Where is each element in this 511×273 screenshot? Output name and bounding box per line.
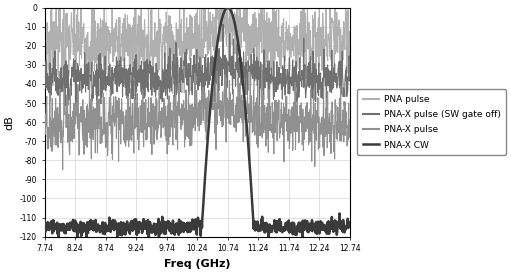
Line: PNA-X CW: PNA-X CW [44, 8, 350, 240]
PNA-X CW [286, 219, 292, 222]
PNA-X pulse [176, 114, 182, 118]
PNA pulse [347, 53, 353, 57]
PNA-X pulse (SW gate off) [165, 58, 171, 61]
X-axis label: Freq (GHz): Freq (GHz) [164, 259, 230, 269]
PNA-X pulse [280, 131, 286, 134]
PNA pulse [176, 23, 182, 26]
PNA pulse [286, 23, 292, 27]
PNA-X pulse (SW gate off) [286, 73, 292, 76]
PNA-X CW [41, 219, 48, 222]
PNA-X CW [176, 227, 182, 230]
PNA-X CW [347, 221, 353, 224]
PNA-X pulse (SW gate off) [280, 76, 286, 79]
PNA-X pulse [41, 122, 48, 125]
PNA pulse [165, 70, 171, 74]
PNA-X pulse [347, 118, 353, 121]
PNA pulse [280, 55, 286, 59]
PNA-X CW [252, 221, 258, 225]
PNA-X CW [146, 239, 152, 242]
PNA-X pulse [165, 119, 171, 122]
PNA-X pulse (SW gate off) [220, 23, 226, 26]
Legend: PNA pulse, PNA-X pulse (SW gate off), PNA-X pulse, PNA-X CW: PNA pulse, PNA-X pulse (SW gate off), PN… [358, 89, 506, 155]
PNA pulse [41, 8, 48, 11]
PNA-X pulse (SW gate off) [347, 79, 353, 82]
PNA-X pulse [251, 127, 258, 130]
PNA-X pulse [60, 168, 66, 171]
PNA pulse [159, 99, 165, 102]
PNA-X CW [225, 6, 231, 9]
PNA pulse [73, 33, 79, 36]
Y-axis label: dB: dB [4, 115, 14, 129]
PNA-X CW [73, 229, 79, 232]
PNA-X CW [280, 226, 286, 229]
PNA-X pulse (SW gate off) [73, 79, 79, 82]
PNA-X CW [165, 222, 171, 225]
PNA-X pulse (SW gate off) [252, 78, 258, 82]
Line: PNA-X pulse: PNA-X pulse [44, 64, 350, 170]
PNA-X pulse [286, 108, 292, 111]
PNA-X pulse (SW gate off) [176, 93, 182, 96]
PNA-X pulse [73, 111, 79, 114]
PNA-X pulse (SW gate off) [41, 67, 48, 70]
Line: PNA pulse: PNA pulse [44, 0, 350, 100]
PNA-X pulse [259, 63, 265, 66]
PNA-X pulse (SW gate off) [73, 114, 79, 117]
Line: PNA-X pulse (SW gate off): PNA-X pulse (SW gate off) [44, 24, 350, 115]
PNA pulse [252, 11, 258, 14]
